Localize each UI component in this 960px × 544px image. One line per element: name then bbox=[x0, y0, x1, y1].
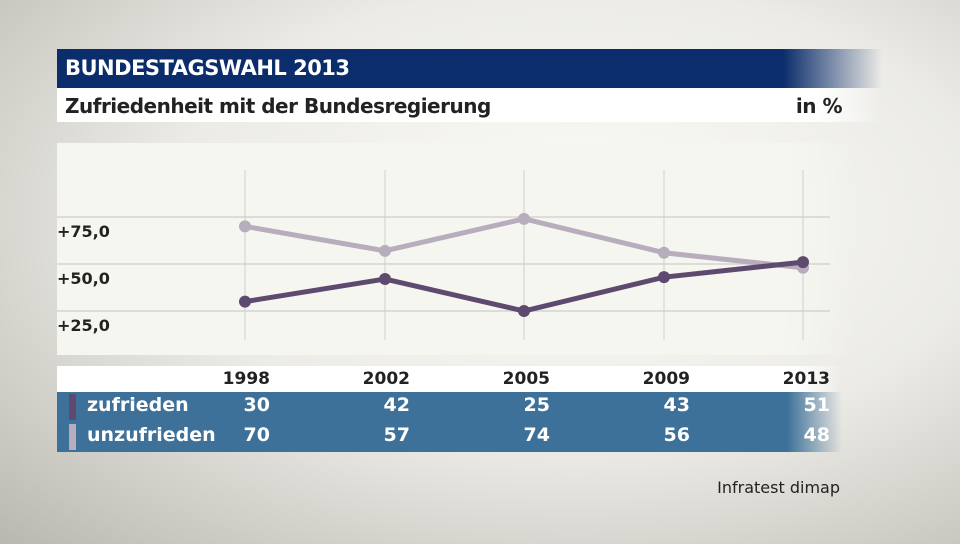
data-value: 42 bbox=[383, 394, 410, 416]
data-point-zufrieden bbox=[797, 256, 809, 269]
year-header: 1998 bbox=[222, 369, 270, 389]
data-value: 25 bbox=[523, 394, 550, 416]
row-label: zufrieden bbox=[87, 394, 189, 416]
year-header: 2002 bbox=[362, 369, 410, 389]
y-tick-label: +75,0 bbox=[57, 222, 110, 241]
table-body: zufrieden 30 42 25 43 51 unzufrieden 70 57 74 56 48 bbox=[57, 392, 842, 452]
data-point-zufrieden bbox=[658, 271, 670, 284]
legend-swatch bbox=[69, 394, 76, 420]
legend-swatch bbox=[69, 424, 76, 450]
chart-subtitle: Zufriedenheit mit der Bundesregierung in … bbox=[57, 88, 882, 122]
data-value: 57 bbox=[383, 424, 410, 446]
subtitle-text: Zufriedenheit mit der Bundesregierung bbox=[65, 94, 491, 118]
unit-label: in % bbox=[795, 94, 843, 118]
data-value: 70 bbox=[243, 424, 270, 446]
source-label: Infratest dimap bbox=[717, 478, 840, 497]
data-value: 30 bbox=[243, 394, 270, 416]
data-point-zufrieden bbox=[379, 273, 391, 286]
row-label: unzufrieden bbox=[87, 424, 216, 446]
data-point-unzufrieden bbox=[239, 220, 251, 233]
data-point-unzufrieden bbox=[658, 246, 670, 259]
data-point-zufrieden bbox=[518, 305, 530, 317]
data-point-unzufrieden bbox=[518, 212, 530, 225]
year-header: 2005 bbox=[502, 369, 550, 389]
data-point-zufrieden bbox=[239, 295, 251, 308]
plot-area bbox=[57, 143, 857, 355]
data-value: 43 bbox=[663, 394, 690, 416]
data-point-unzufrieden bbox=[379, 244, 391, 257]
y-tick-label: +50,0 bbox=[57, 269, 110, 288]
chart-title: BUNDESTAGSWAHL 2013 bbox=[57, 49, 882, 88]
data-value: 56 bbox=[663, 424, 690, 446]
year-header: 2009 bbox=[642, 369, 690, 389]
y-tick-label: +25,0 bbox=[57, 316, 110, 335]
table-header: 1998 2002 2005 2009 2013 bbox=[57, 366, 842, 392]
year-header: 2013 bbox=[782, 369, 830, 389]
data-value: 48 bbox=[803, 424, 830, 446]
data-value: 51 bbox=[803, 394, 830, 416]
data-value: 74 bbox=[523, 424, 550, 446]
